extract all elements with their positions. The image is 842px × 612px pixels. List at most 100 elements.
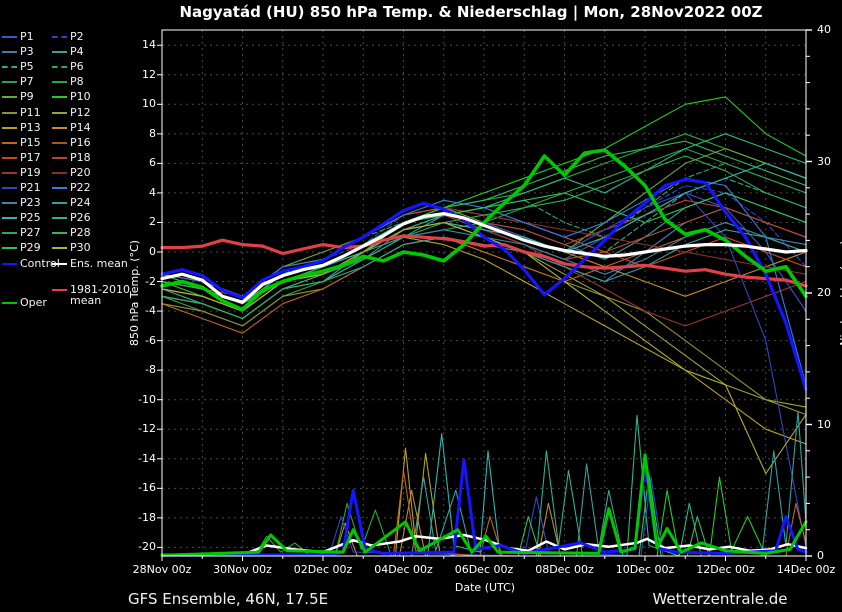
legend-item-ens-mean-label: Ens. mean (70, 256, 128, 270)
legend-item-P7: P7 (2, 75, 34, 89)
legend-item-P12-label: P12 (70, 105, 91, 119)
legend-item-P14: P14 (52, 121, 91, 135)
precip-line-P4 (411, 463, 624, 557)
date-tick-label: 30Nov 00z (213, 563, 272, 576)
legend-item-P25-label: P25 (20, 211, 41, 225)
legend-item-climate-mean-swatch (52, 289, 67, 291)
date-tick-label: 10Dec 00z (615, 563, 675, 576)
legend-item-P9-label: P9 (20, 90, 34, 104)
legend-item-P12: P12 (52, 106, 91, 120)
temp-tick-label: 14 (142, 38, 156, 52)
legend-item-P21-swatch (2, 187, 17, 189)
legend-item-P21-label: P21 (20, 181, 41, 194)
precip-tick-label: 0 (817, 549, 824, 562)
legend-item-P1: P1 (2, 30, 34, 44)
date-tick-label: 12Dec 00z (696, 563, 755, 576)
legend-item-P13-label: P13 (20, 120, 41, 134)
temp-tick-label: -2 (145, 274, 156, 288)
legend-item-P11-label: P11 (20, 105, 41, 119)
legend-item-P23-label: P23 (20, 196, 41, 210)
temp-tick-label: 6 (149, 156, 156, 170)
ensemble-member-precip-lines (254, 410, 807, 557)
legend-item-P4: P4 (52, 45, 84, 59)
ensemble-legend: P1 P2 P3 P4 P5 P6 P7 P8 P9 P10 P11 P12 P13 P14 P15 P16 P… (0, 0, 160, 612)
precip-tick-label: 30 (817, 154, 831, 168)
date-tick-label: 14Dec 00z (776, 563, 836, 576)
legend-item-P18-swatch (52, 156, 67, 159)
legend-item-P5-label: P5 (20, 60, 34, 74)
legend-item-P22-swatch (52, 187, 67, 189)
legend-item-P10-swatch (52, 96, 67, 99)
legend-item-P4-swatch (52, 51, 67, 54)
legend-item-P21: P21 (2, 181, 41, 195)
legend-item-P24-swatch (52, 202, 67, 205)
temp-tick-label: 10 (142, 97, 156, 111)
legend-item-P2-swatch (52, 36, 67, 38)
legend-item-P3-swatch (2, 51, 17, 54)
legend-item-P15: P15 (2, 136, 41, 150)
legend-item-P27-swatch (2, 232, 17, 235)
legend-item-P14-label: P14 (70, 120, 91, 134)
plot-frame (157, 29, 812, 561)
legend-item-P11-swatch (2, 111, 17, 114)
legend-item-control-label: Control (20, 256, 60, 270)
temp-axis-label: 850 hPa Temp. (°C) (128, 240, 141, 346)
legend-item-control-swatch (2, 262, 17, 265)
temp-line-P27 (161, 155, 807, 320)
legend-item-P16-label: P16 (70, 135, 91, 149)
legend-item-P30-label: P30 (70, 241, 91, 255)
date-axis-label: Date (UTC) (454, 581, 516, 594)
temp-tick-label: 0 (149, 245, 156, 258)
legend-item-P26: P26 (52, 211, 91, 225)
legend-item-P29: P29 (2, 241, 41, 255)
legend-item-P8: P8 (52, 75, 84, 89)
legend-item-climate-mean: 1981-2010 (52, 283, 130, 297)
legend-item-P5: P5 (2, 60, 34, 74)
legend-item-P1-label: P1 (20, 30, 34, 43)
ensemble-member-temp-lines (161, 96, 807, 548)
legend-item-P29-swatch (2, 247, 17, 250)
legend-item-P10-label: P10 (70, 90, 91, 104)
temp-tick-label: -16 (138, 481, 156, 495)
temp-tick-label: -4 (145, 304, 156, 318)
chart-title: Nagyatád (HU) 850 hPa Temp. & Niederschl… (179, 3, 763, 21)
main-precip-lines (160, 453, 808, 557)
legend-item-P26-swatch (52, 217, 67, 220)
temp-line-ens-mean (160, 212, 808, 304)
legend-item-P14-swatch (52, 126, 67, 129)
temp-tick-label: -14 (138, 451, 156, 465)
legend-item-P16-swatch (52, 141, 67, 144)
legend-item-P8-label: P8 (70, 75, 84, 89)
legend-item-P12-swatch (52, 111, 67, 114)
legend-item-P22-label: P22 (70, 181, 91, 194)
precip-line-P15 (392, 469, 807, 557)
main-temp-lines (160, 148, 808, 391)
legend-item-P17-swatch (2, 156, 17, 159)
precip-line-oper (160, 453, 808, 557)
legend-item-P27: P27 (2, 226, 41, 240)
legend-item-climate-mean-label: 1981-2010 (70, 283, 130, 296)
temp-tick-label: -18 (138, 510, 156, 524)
temp-line-oper (160, 148, 808, 312)
temp-tick-label: -6 (145, 333, 156, 347)
temp-tick-label: 2 (149, 215, 156, 229)
temp-tick-label: 4 (149, 185, 156, 199)
precip-tick-label: 40 (817, 23, 831, 36)
legend-item-P24-label: P24 (70, 196, 91, 210)
legend-item-P4-label: P4 (70, 45, 84, 59)
legend-item-P8-swatch (52, 81, 67, 84)
temp-tick-label: -12 (138, 422, 156, 436)
legend-item-P30: P30 (52, 241, 91, 255)
precip-line-P25 (427, 433, 501, 557)
legend-item-P6-label: P6 (70, 60, 84, 74)
temp-tick-label: -20 (138, 540, 156, 554)
precip-tick-label: 20 (817, 286, 831, 299)
precip-axis-label: Niederschlag (mm) (838, 240, 842, 346)
legend-item-P27-label: P27 (20, 226, 41, 240)
precip-line-P5 (535, 450, 584, 557)
legend-item-P28-swatch (52, 232, 67, 235)
legend-item-P7-swatch (2, 81, 17, 84)
temp-tick-label: 8 (149, 126, 156, 140)
precip-line-P14 (334, 489, 562, 557)
